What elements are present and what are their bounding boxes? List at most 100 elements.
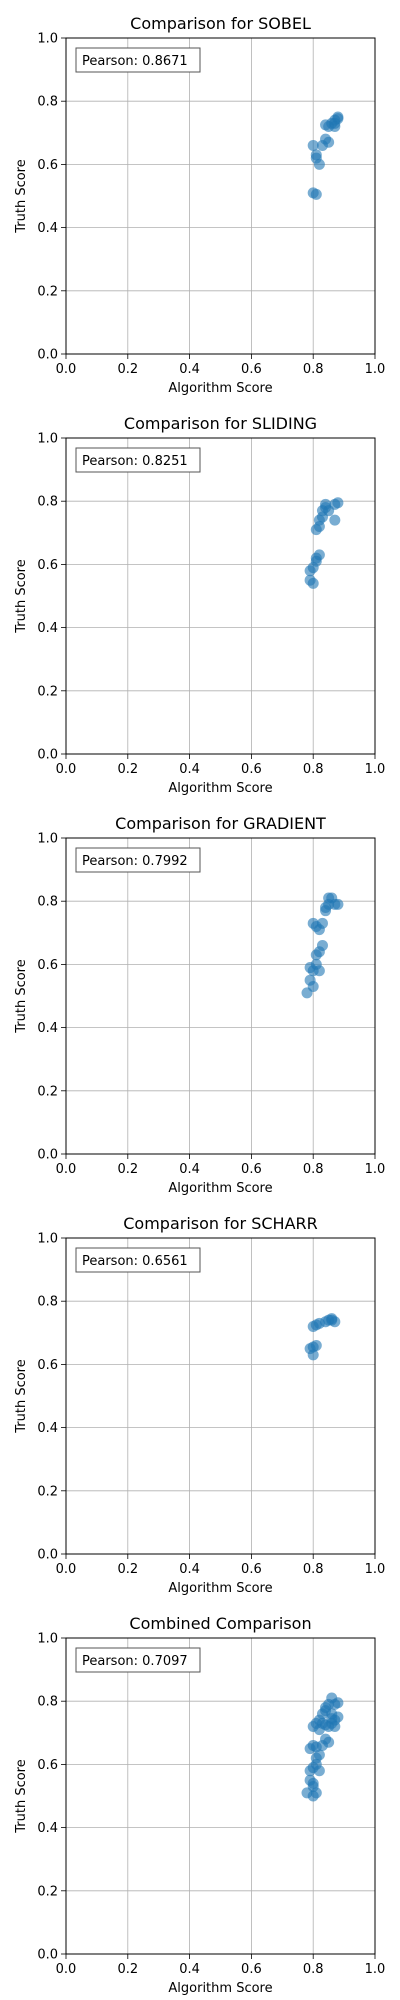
y-tick-label: 0.0 [37,1148,58,1163]
data-point [314,159,325,170]
x-tick-label: 1.0 [365,1162,386,1177]
y-tick-label: 0.6 [37,158,58,173]
y-tick-label: 0.2 [37,1084,58,1099]
data-point [314,965,325,976]
y-tick-label: 0.8 [37,1695,58,1710]
x-tick-label: 0.0 [56,1962,77,1977]
pearson-annotation: Pearson: 0.7097 [76,1648,200,1672]
x-tick-label: 0.4 [179,362,200,377]
y-tick-label: 0.4 [37,1421,58,1436]
y-tick-label: 0.6 [37,1758,58,1773]
x-tick-label: 1.0 [365,1962,386,1977]
y-tick-label: 0.4 [37,621,58,636]
y-tick-label: 0.2 [37,1484,58,1499]
x-tick-label: 0.6 [241,1162,262,1177]
x-tick-label: 0.8 [303,362,324,377]
chart-title: Comparison for SOBEL [130,14,311,33]
data-point [329,1721,340,1732]
y-axis-label: Truth Score [14,559,29,634]
plot-area [66,438,375,754]
pearson-annotation: Pearson: 0.6561 [76,1248,200,1272]
plot-area [66,1238,375,1554]
plot-area [66,1638,375,1954]
data-point [332,497,343,508]
y-tick-label: 0.6 [37,558,58,573]
y-axis-label: Truth Score [14,1759,29,1834]
data-point [308,1778,319,1789]
x-tick-label: 0.8 [303,1962,324,1977]
plot-area [66,838,375,1154]
y-tick-label: 0.0 [37,348,58,363]
x-tick-label: 0.8 [303,1562,324,1577]
data-point [308,578,319,589]
data-point [305,975,316,986]
pearson-annotation: Pearson: 0.7992 [76,848,200,872]
y-tick-label: 0.0 [37,1548,58,1563]
data-point [311,553,322,564]
y-tick-label: 1.0 [37,1232,58,1247]
data-point [329,121,340,132]
chart-title: Comparison for SCHARR [123,1214,318,1233]
y-tick-label: 0.8 [37,495,58,510]
y-tick-label: 0.2 [37,684,58,699]
data-point [317,918,328,929]
x-tick-label: 0.0 [56,1562,77,1577]
scatter-chart-1: Comparison for SOBEL 0.0 0.2 0.4 0.6 0.8 1.0 0.… [0,0,400,400]
y-tick-label: 1.0 [37,832,58,847]
y-tick-label: 0.8 [37,1295,58,1310]
y-tick-label: 0.8 [37,95,58,110]
x-tick-label: 0.6 [241,362,262,377]
scatter-chart-5: Combined Comparison 0.0 0.2 0.4 0.6 0.8 1.0 0.0… [0,1600,400,2000]
annotation-text: Pearson: 0.8251 [82,454,188,469]
data-point [323,1737,334,1748]
x-tick-label: 0.0 [56,762,77,777]
pearson-annotation: Pearson: 0.8251 [76,448,200,472]
scatter-chart-3: Comparison for GRADIENT0.0 0.2 0.4 0.6 0.8 1.… [0,800,400,1200]
data-point [326,1313,337,1324]
x-tick-label: 0.6 [241,1962,262,1977]
chart-title: Comparison for SLIDING [124,414,317,433]
data-point [323,893,334,904]
x-tick-label: 0.0 [56,362,77,377]
x-tick-label: 1.0 [365,362,386,377]
y-tick-label: 0.0 [37,748,58,763]
x-tick-label: 0.4 [179,762,200,777]
y-axis-label: Truth Score [14,1359,29,1434]
x-tick-label: 0.2 [117,362,138,377]
data-point [323,137,334,148]
x-axis-label: Algorithm Score [168,781,272,796]
x-tick-label: 0.2 [117,1562,138,1577]
y-tick-label: 0.4 [37,1821,58,1836]
pearson-annotation: Pearson: 0.8671 [76,48,200,72]
x-tick-label: 0.2 [117,1962,138,1977]
data-point [326,1708,337,1719]
y-tick-label: 1.0 [37,32,58,47]
x-tick-label: 0.2 [117,1162,138,1177]
chart-title: Comparison for GRADIENT [115,814,326,833]
scatter-chart-4: Comparison for SCHARR 0.0 0.2 0.4 0.6 0.8 1.0 0… [0,1200,400,1600]
data-point [329,515,340,526]
data-point [314,1715,325,1726]
data-point [317,940,328,951]
y-tick-label: 0.6 [37,1358,58,1373]
x-axis-label: Algorithm Score [168,381,272,396]
y-tick-label: 0.2 [37,284,58,299]
data-point [323,505,334,516]
x-tick-label: 0.8 [303,1162,324,1177]
y-tick-label: 0.2 [37,1884,58,1899]
data-point [311,189,322,200]
x-tick-label: 1.0 [365,762,386,777]
y-tick-label: 0.8 [37,895,58,910]
x-axis-label: Algorithm Score [168,1181,272,1196]
data-point [308,1349,319,1360]
data-point [332,899,343,910]
y-tick-label: 1.0 [37,432,58,447]
annotation-text: Pearson: 0.8671 [82,54,188,69]
x-axis-label: Algorithm Score [168,1581,272,1596]
data-point [311,1340,322,1351]
y-tick-label: 0.0 [37,1948,58,1963]
annotation-text: Pearson: 0.6561 [82,1254,188,1269]
y-tick-label: 0.6 [37,958,58,973]
chart-title: Combined Comparison [129,1614,311,1633]
